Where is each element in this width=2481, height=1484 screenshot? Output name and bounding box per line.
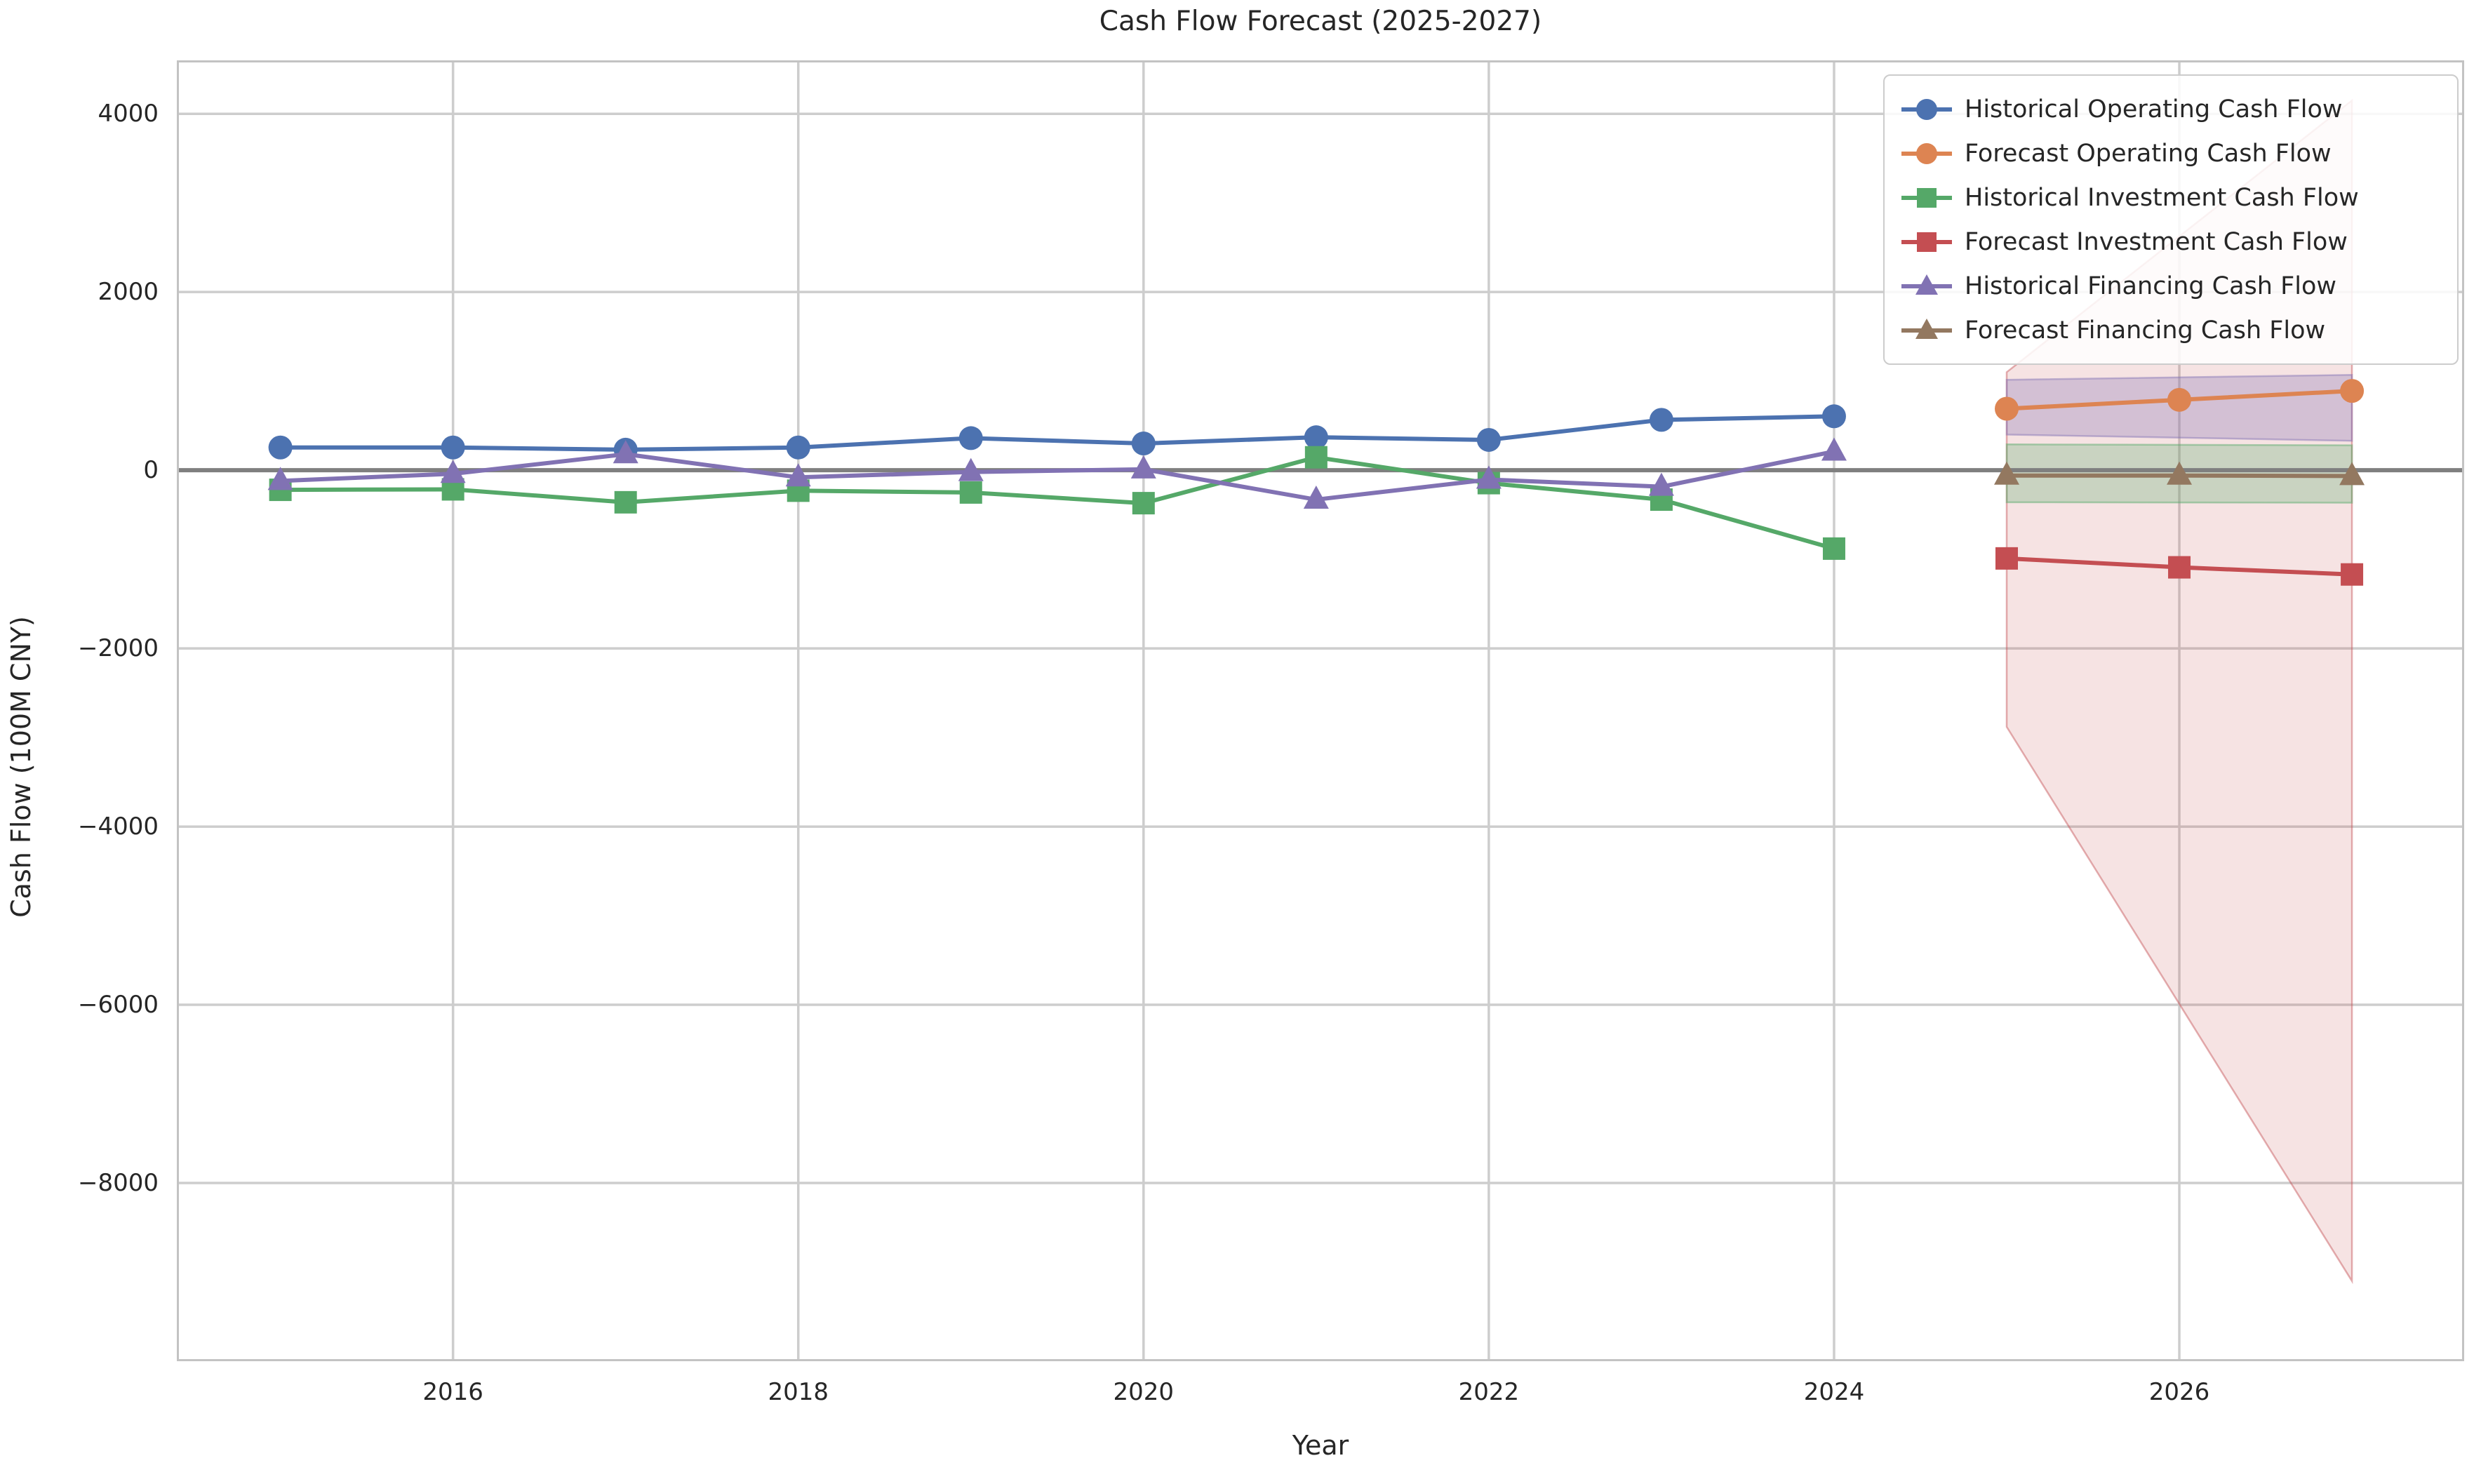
series-forecast-financing-marker [2339,462,2365,486]
legend-item: Forecast Investment Cash Flow [1900,220,2442,264]
series-historical-financing-marker [1821,437,1847,461]
series-historical-investment-marker [1132,492,1155,515]
y-tick-label: 4000 [98,100,159,128]
series-historical-operating-marker [786,435,810,460]
legend: Historical Operating Cash Flow Forecast O… [1883,74,2459,365]
series-historical-financing-marker [440,460,466,483]
circle-legend-swatch-icon [1901,98,1952,120]
plot-frame [177,60,2464,1361]
series-historical-operating-marker [268,435,293,460]
legend-item-label: Forecast Investment Cash Flow [1965,227,2348,256]
series-line-historical-financing [280,449,1835,502]
y-axis-label: Cash Flow (100M CNY) [6,616,36,918]
y-tick-label: 0 [143,456,159,485]
y-tick-label: −6000 [77,991,159,1020]
series-historical-financing-marker [613,440,638,464]
circle-legend-swatch-icon [1901,142,1952,164]
series-historical-financing-marker [785,463,811,487]
series-forecast-investment-marker [2341,563,2364,586]
y-tick-label: −2000 [77,634,159,663]
x-tick-label: 2026 [2148,1378,2210,1406]
series-historical-financing-marker [267,467,293,490]
series-historical-financing-marker [1476,465,1502,489]
x-tick-label: 2016 [422,1378,483,1406]
series-historical-investment-marker [614,490,637,514]
series-historical-operating-marker [1821,404,1846,429]
series-historical-investment-marker [1822,537,1845,560]
series-historical-operating-marker [1131,432,1156,456]
series-forecast-operating-marker [2167,387,2192,412]
triangle-legend-swatch-icon [1901,318,1952,339]
square-legend-swatch-icon [1901,187,1952,208]
legend-item: Forecast Operating Cash Flow [1900,131,2442,175]
series-historical-financing-marker [958,457,984,481]
series-line-historical-operating [280,414,1835,452]
x-tick-label: 2018 [768,1378,829,1406]
square-legend-swatch-icon [1901,232,1952,252]
legend-item-label: Forecast Financing Cash Flow [1965,316,2326,345]
series-historical-financing-marker [1648,472,1674,496]
y-tick-label: −8000 [77,1169,159,1198]
series-historical-operating-marker [958,426,983,450]
series-historical-investment-marker [959,481,982,504]
series-forecast-financing-marker [2167,461,2193,485]
series-historical-operating-marker [1476,427,1501,452]
x-tick-label: 2022 [1458,1378,1520,1406]
x-axis-label: Year [1292,1430,1349,1461]
series-forecast-investment-marker [1995,547,2018,570]
series-line-historical-investment [280,455,1835,551]
chart-title: Cash Flow Forecast (2025-2027) [1099,6,1542,37]
series-forecast-financing-marker [1994,461,2019,485]
legend-item: Historical Operating Cash Flow [1900,87,2442,131]
series-historical-operating-marker [1649,408,1673,432]
series-forecast-operating-marker [1995,396,2019,421]
series-historical-investment-marker [1304,446,1328,469]
x-tick-label: 2024 [1803,1378,1865,1406]
y-tick-label: −4000 [77,813,159,841]
legend-item-label: Forecast Operating Cash Flow [1965,139,2332,168]
series-forecast-operating-marker [2340,379,2365,403]
x-tick-label: 2020 [1113,1378,1175,1406]
legend-item-label: Historical Financing Cash Flow [1965,272,2337,300]
series-historical-operating-marker [1304,425,1328,450]
legend-item: Historical Financing Cash Flow [1900,264,2442,308]
triangle-legend-swatch-icon [1901,274,1952,295]
series-historical-financing-marker [1130,455,1156,479]
y-tick-label: 2000 [98,278,159,307]
legend-item-label: Historical Investment Cash Flow [1965,183,2359,212]
series-forecast-investment-marker [2168,556,2191,579]
legend-item-label: Historical Operating Cash Flow [1965,95,2343,123]
series-historical-financing-marker [1303,486,1329,509]
series-historical-operating-marker [441,435,465,460]
legend-item: Historical Investment Cash Flow [1900,175,2442,220]
legend-item: Forecast Financing Cash Flow [1900,308,2442,352]
